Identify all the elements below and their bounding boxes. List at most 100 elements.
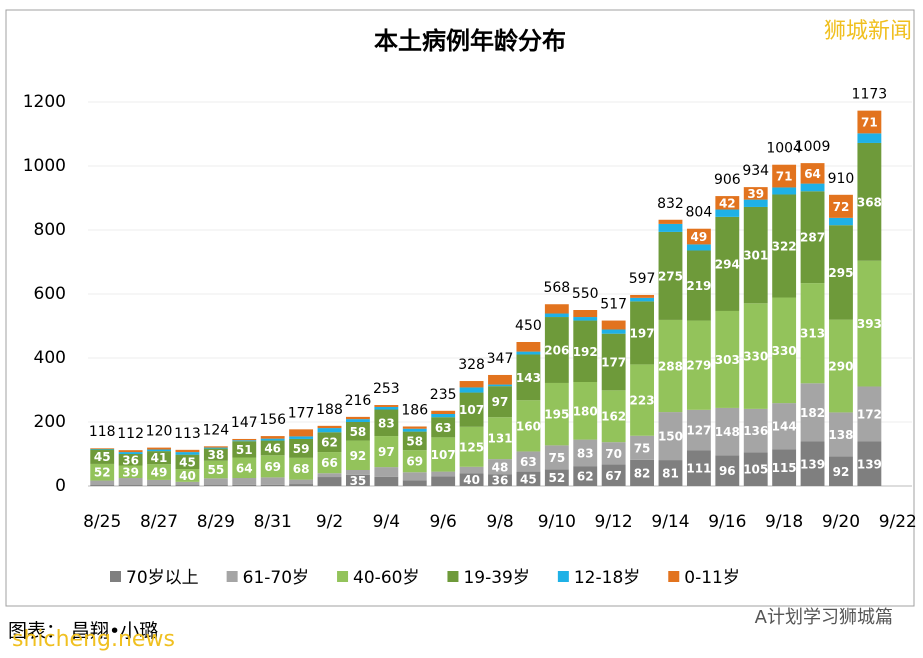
legend-swatch: [337, 571, 349, 582]
segment-label: 83: [577, 446, 594, 460]
x-tick-label: 9/2: [316, 512, 343, 532]
segment-label: 69: [264, 460, 281, 474]
bar-segment: [800, 183, 825, 192]
bar-segment: [289, 479, 314, 485]
x-tick-label: 8/29: [197, 512, 235, 532]
segment-label: 160: [516, 419, 541, 433]
total-label: 124: [202, 422, 229, 438]
site: shicheng.news: [12, 627, 175, 652]
bar-segment: [431, 471, 456, 477]
segment-label: 144: [772, 420, 797, 434]
segment-label: 182: [800, 406, 825, 420]
segment-label: 36: [492, 474, 509, 488]
bar-segment: [203, 447, 228, 449]
segment-label: 288: [658, 360, 683, 374]
bar-segment: [658, 219, 683, 224]
total-label: 216: [345, 393, 372, 409]
bar-segment: [772, 403, 797, 450]
bar-segment: [90, 448, 115, 449]
bar-segment: [203, 446, 228, 448]
segment-label: 301: [743, 249, 768, 263]
bar-segment: [686, 320, 711, 410]
x-tick-label: 9/22: [879, 512, 917, 532]
bar-segment: [516, 451, 541, 472]
chart-title: 本土病例年龄分布: [374, 27, 566, 55]
bar-segment: [573, 439, 598, 467]
bar-segment: [544, 445, 569, 470]
bar-segment: [800, 383, 825, 442]
legend-swatch: [110, 571, 121, 582]
bar-segment: [345, 470, 370, 475]
total-label: 113: [174, 426, 201, 442]
bar-segment: [829, 412, 853, 457]
total-label: 120: [146, 424, 173, 440]
total-label: 934: [742, 163, 769, 179]
segment-label: 136: [743, 424, 768, 438]
bar-segment: [317, 473, 342, 478]
bar-segment: [686, 450, 711, 486]
segment-label: 195: [544, 408, 569, 422]
segment-label: 295: [828, 266, 853, 280]
bar-segment: [118, 450, 143, 453]
bar-segment: [573, 320, 598, 382]
bar-segment: [147, 479, 171, 486]
x-tick-label: 9/14: [651, 512, 689, 532]
segment-label: 38: [208, 448, 225, 462]
segment-label: 368: [857, 195, 882, 209]
bar-segment: [90, 463, 115, 481]
segment-label: 115: [772, 461, 797, 475]
bar-segment: [260, 477, 285, 485]
segment-label: 45: [94, 450, 111, 464]
bar-segment: [175, 485, 200, 486]
segment-label: 322: [772, 240, 797, 254]
bar-segment: [345, 422, 370, 441]
bar-segment: [772, 164, 797, 188]
total-label: 832: [657, 196, 684, 212]
segment-label: 49: [151, 466, 168, 480]
bar-segment: [232, 440, 257, 442]
bar-segment: [857, 386, 882, 442]
segment-label: 64: [236, 461, 253, 475]
bar-segment: [516, 354, 541, 401]
bar-segment: [516, 351, 541, 355]
segment-label: 92: [350, 449, 367, 463]
bar-segment: [232, 484, 257, 486]
bar-segment: [800, 163, 825, 184]
bar-segment: [289, 438, 314, 458]
bar-segment: [402, 426, 427, 429]
x-tick-label: 9/12: [595, 512, 633, 532]
segment-label: 219: [686, 279, 711, 293]
bar-segment: [175, 452, 200, 455]
x-tick-label: 8/27: [140, 512, 178, 532]
bar-segment: [829, 319, 853, 413]
bar-segment: [118, 465, 143, 478]
segment-label: 41: [151, 451, 168, 465]
segment-label: 71: [861, 116, 878, 130]
segment-label: 197: [630, 326, 655, 340]
bar-segment: [829, 225, 853, 320]
segment-label: 62: [577, 470, 594, 484]
segment-label: 143: [516, 371, 541, 385]
segment-label: 72: [833, 200, 850, 214]
bar-segment: [459, 473, 484, 486]
bar-segment: [544, 313, 569, 318]
bar-segment: [118, 485, 143, 486]
x-tick-label: 9/18: [765, 512, 803, 532]
bar-segment: [402, 480, 427, 486]
bar-segment: [90, 480, 115, 486]
bar-segment: [630, 301, 655, 365]
total-label: 597: [629, 271, 656, 287]
legend-label: 61-70岁: [243, 568, 309, 588]
bar-segment: [175, 454, 200, 470]
bar-segment: [459, 387, 484, 393]
bar-segment: [260, 436, 285, 439]
legend-label: 0-11岁: [684, 568, 740, 588]
bar-segment: [800, 191, 825, 284]
total-label: 186: [401, 402, 428, 418]
total-label: 550: [572, 286, 599, 302]
segment-label: 125: [459, 440, 484, 454]
bar-segment: [772, 194, 797, 298]
bar-segment: [743, 199, 768, 207]
segment-label: 127: [686, 424, 711, 438]
